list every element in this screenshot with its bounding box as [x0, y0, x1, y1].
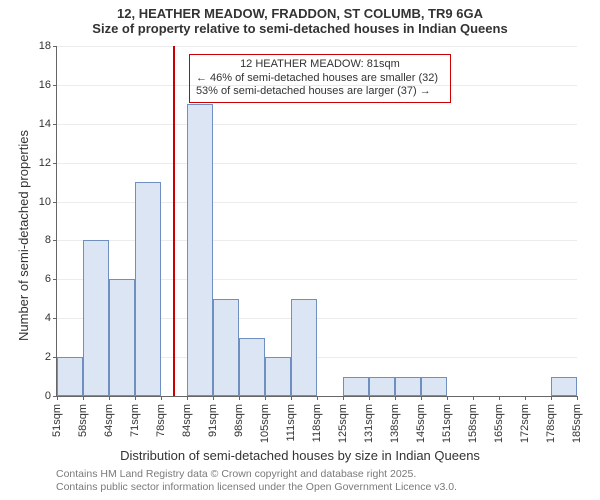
- annotation-line: ← 46% of semi-detached houses are smalle…: [196, 72, 444, 86]
- histogram-bar: [109, 279, 135, 396]
- x-tick-label: 165sqm: [493, 404, 505, 443]
- histogram-bar: [551, 377, 577, 396]
- x-tick-label: 138sqm: [389, 404, 401, 443]
- x-tick-mark: [343, 396, 344, 400]
- gridline: [57, 124, 577, 125]
- histogram-bar: [291, 299, 317, 396]
- annotation-line: 12 HEATHER MEADOW: 81sqm: [196, 58, 444, 72]
- histogram-bar: [421, 377, 447, 396]
- x-tick-mark: [447, 396, 448, 400]
- x-tick-mark: [369, 396, 370, 400]
- x-tick-mark: [265, 396, 266, 400]
- chart-title: 12, HEATHER MEADOW, FRADDON, ST COLUMB, …: [0, 6, 600, 36]
- histogram-bar: [135, 182, 161, 396]
- y-tick-label: 8: [45, 234, 57, 246]
- x-tick-label: 91sqm: [207, 404, 219, 437]
- histogram-bar: [395, 377, 421, 396]
- y-tick-label: 16: [39, 79, 57, 91]
- x-tick-label: 151sqm: [441, 404, 453, 443]
- x-tick-mark: [551, 396, 552, 400]
- y-tick-label: 0: [45, 390, 57, 402]
- histogram-bar: [369, 377, 395, 396]
- x-tick-label: 125sqm: [337, 404, 349, 443]
- annotation-line: 53% of semi-detached houses are larger (…: [196, 85, 444, 99]
- x-tick-mark: [499, 396, 500, 400]
- x-tick-label: 178sqm: [545, 404, 557, 443]
- y-tick-label: 18: [39, 40, 57, 52]
- x-tick-label: 98sqm: [233, 404, 245, 437]
- x-tick-label: 172sqm: [519, 404, 531, 443]
- x-tick-label: 185sqm: [571, 404, 583, 443]
- histogram-bar: [343, 377, 369, 396]
- x-tick-mark: [473, 396, 474, 400]
- histogram-bar: [265, 357, 291, 396]
- x-tick-label: 58sqm: [77, 404, 89, 437]
- x-tick-label: 71sqm: [129, 404, 141, 437]
- x-tick-label: 51sqm: [51, 404, 63, 437]
- footer-line2: Contains public sector information licen…: [56, 481, 457, 494]
- y-tick-label: 6: [45, 273, 57, 285]
- x-tick-label: 145sqm: [415, 404, 427, 443]
- x-tick-mark: [135, 396, 136, 400]
- x-tick-mark: [83, 396, 84, 400]
- histogram-bar: [187, 104, 213, 396]
- x-tick-mark: [161, 396, 162, 400]
- x-axis-label: Distribution of semi-detached houses by …: [0, 448, 600, 463]
- x-tick-mark: [525, 396, 526, 400]
- x-tick-label: 118sqm: [311, 404, 323, 442]
- x-tick-mark: [57, 396, 58, 400]
- y-tick-label: 2: [45, 351, 57, 363]
- y-axis-label: Number of semi-detached properties: [16, 130, 31, 341]
- y-tick-label: 4: [45, 312, 57, 324]
- x-tick-mark: [187, 396, 188, 400]
- y-tick-label: 10: [39, 196, 57, 208]
- y-tick-label: 12: [39, 157, 57, 169]
- plot-area: 02468101214161851sqm58sqm64sqm71sqm78sqm…: [56, 46, 577, 397]
- footer-line1: Contains HM Land Registry data © Crown c…: [56, 468, 457, 481]
- x-tick-label: 64sqm: [103, 404, 115, 437]
- y-tick-label: 14: [39, 118, 57, 130]
- x-tick-mark: [395, 396, 396, 400]
- x-tick-label: 131sqm: [363, 404, 375, 443]
- x-tick-label: 105sqm: [259, 404, 271, 443]
- histogram-bar: [213, 299, 239, 396]
- x-tick-mark: [291, 396, 292, 400]
- x-tick-mark: [213, 396, 214, 400]
- x-tick-mark: [239, 396, 240, 400]
- histogram-bar: [239, 338, 265, 396]
- subject-property-marker: [173, 46, 175, 396]
- gridline: [57, 46, 577, 47]
- histogram-bar: [83, 240, 109, 396]
- gridline: [57, 163, 577, 164]
- x-tick-mark: [317, 396, 318, 400]
- x-tick-label: 158sqm: [467, 404, 479, 443]
- chart-title-line1: 12, HEATHER MEADOW, FRADDON, ST COLUMB, …: [0, 6, 600, 21]
- annotation-box: 12 HEATHER MEADOW: 81sqm← 46% of semi-de…: [189, 54, 451, 103]
- histogram-bar: [57, 357, 83, 396]
- x-tick-label: 84sqm: [181, 404, 193, 437]
- chart-title-line2: Size of property relative to semi-detach…: [0, 21, 600, 36]
- x-tick-label: 111sqm: [285, 404, 297, 442]
- x-tick-mark: [421, 396, 422, 400]
- x-tick-label: 78sqm: [155, 404, 167, 437]
- x-tick-mark: [109, 396, 110, 400]
- chart-footer: Contains HM Land Registry data © Crown c…: [56, 468, 457, 494]
- property-size-histogram: 12, HEATHER MEADOW, FRADDON, ST COLUMB, …: [0, 0, 600, 500]
- x-tick-mark: [577, 396, 578, 400]
